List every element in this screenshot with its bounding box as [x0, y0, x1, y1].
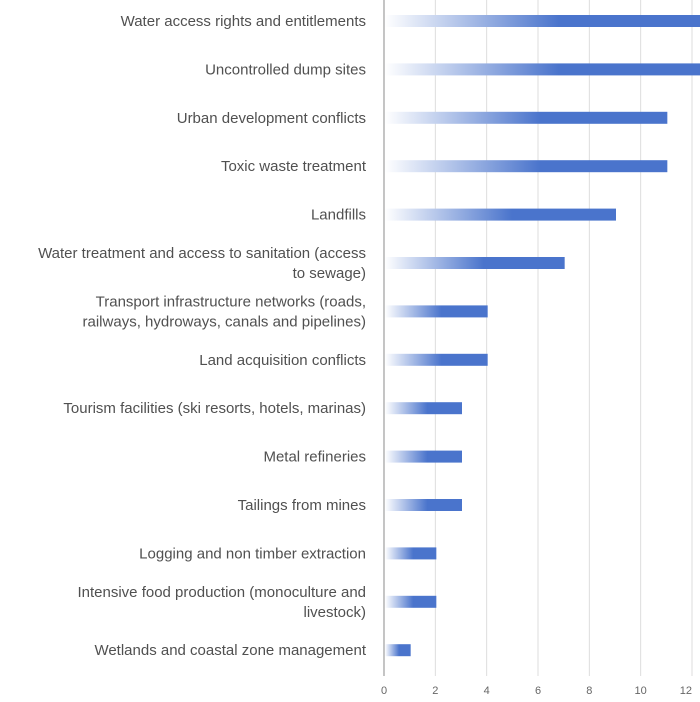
bar — [385, 160, 668, 173]
category-label: Land acquisition conflicts — [199, 352, 366, 369]
bar — [385, 353, 488, 366]
x-tick-label: 8 — [586, 685, 592, 697]
category-label: Urban development conflicts — [177, 110, 366, 127]
x-tick-labels: 0 2 4 6 8 10 12 — [381, 685, 692, 697]
category-label: livestock) — [303, 604, 366, 621]
category-label: railways, hydroways, canals and pipeline… — [83, 313, 366, 330]
category-label: Wetlands and coastal zone management — [94, 642, 366, 659]
bar — [385, 450, 462, 463]
category-label: Water treatment and access to sanitation… — [38, 245, 366, 262]
category-label: Uncontrolled dump sites — [205, 61, 366, 78]
x-tick-label: 4 — [484, 685, 490, 697]
x-tick-label: 0 — [381, 685, 387, 697]
bar — [385, 305, 488, 318]
gridlines — [434, 0, 693, 676]
bar — [385, 257, 565, 269]
category-label: Toxic waste treatment — [221, 158, 367, 175]
x-tick-label: 2 — [432, 685, 438, 697]
bar — [385, 63, 700, 76]
category-label: Metal refineries — [263, 449, 366, 466]
category-label: Transport infrastructure networks (roads… — [96, 293, 366, 310]
category-label: Water access rights and entitlements — [121, 13, 366, 30]
category-label: Landfills — [311, 207, 366, 224]
bars — [385, 15, 700, 657]
bar — [385, 499, 462, 511]
bar — [385, 111, 668, 124]
category-label: Tailings from mines — [238, 497, 366, 514]
x-tick-label: 6 — [535, 685, 541, 697]
bar — [385, 15, 700, 27]
category-label: Intensive food production (monoculture a… — [77, 584, 366, 601]
category-label: Logging and non timber extraction — [139, 545, 366, 562]
bar — [385, 644, 411, 657]
category-label: Tourism facilities (ski resorts, hotels,… — [63, 400, 366, 417]
x-tick-label: 10 — [635, 685, 647, 697]
bar — [385, 547, 437, 560]
bar — [385, 402, 462, 415]
category-label: to sewage) — [293, 265, 366, 282]
bar — [385, 208, 616, 221]
x-tick-label: 12 — [680, 685, 692, 697]
category-labels: Water access rights and entitlements Unco… — [38, 13, 367, 659]
bar — [385, 595, 437, 608]
